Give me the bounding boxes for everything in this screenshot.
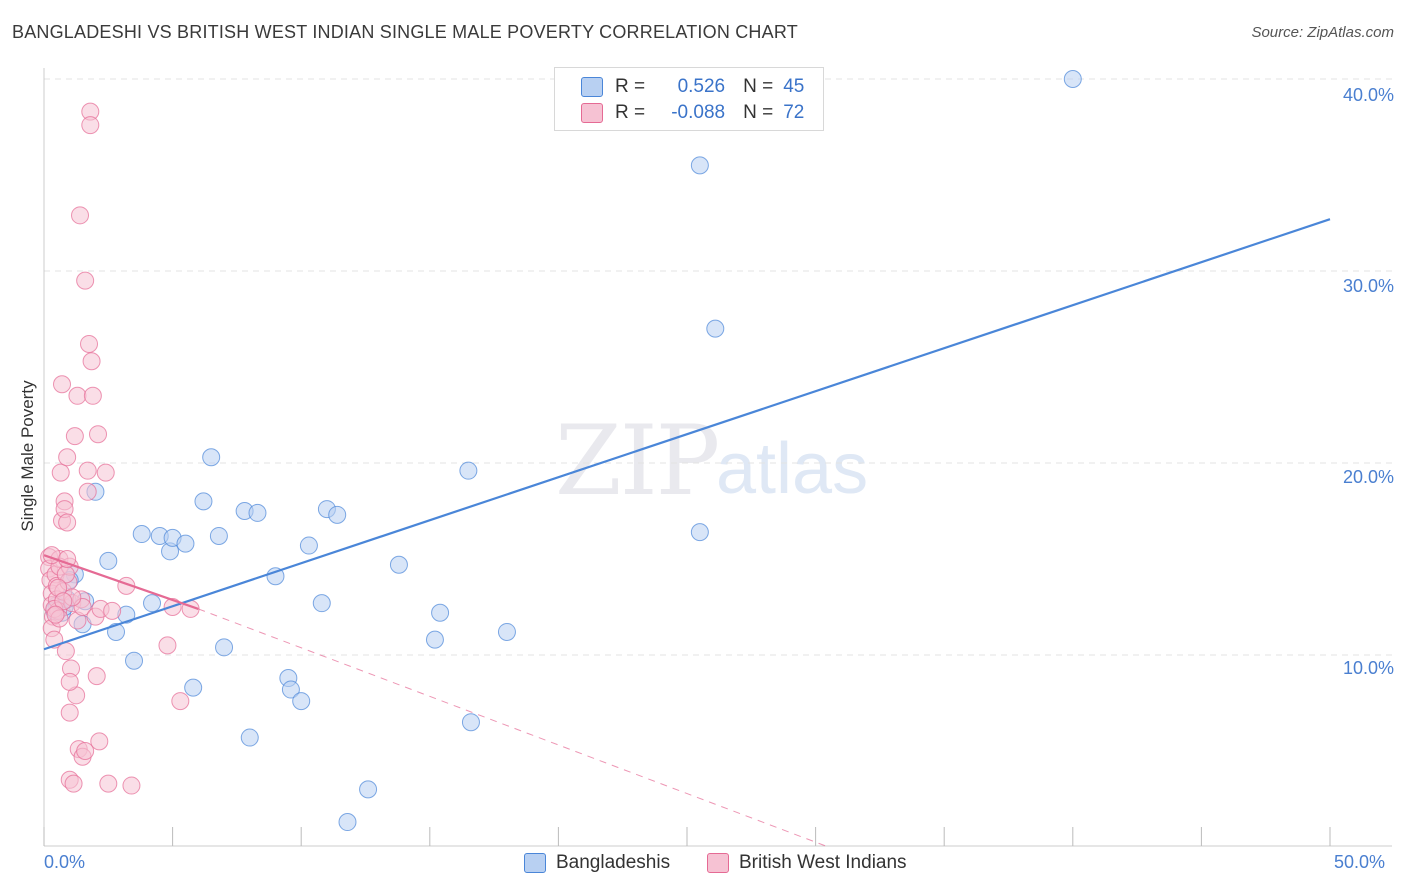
bottom-legend-british-west-indians: British West Indians xyxy=(707,852,907,874)
bangladeshi-point-10 xyxy=(99,551,118,570)
bangladeshi-point-39 xyxy=(425,630,444,649)
legend-row-british-west-indians: R = -0.088 N = 72 xyxy=(581,102,804,124)
bwi-point-54 xyxy=(99,774,118,793)
bangladeshi-point-45 xyxy=(690,523,709,542)
legend-r-label: R = xyxy=(615,102,646,123)
bwi-point-50 xyxy=(89,425,108,444)
bangladeshi-point-40 xyxy=(431,603,450,622)
bottom-legend-swatch-pink xyxy=(707,853,729,873)
bangladeshi-point-19 xyxy=(176,534,195,553)
y-axis-label: Single Male Poverty xyxy=(18,380,37,532)
bwi-point-43 xyxy=(80,334,99,353)
bangladeshi-point-24 xyxy=(215,638,234,657)
bwi-point-45 xyxy=(81,116,100,135)
bwi-point-49 xyxy=(87,667,106,686)
bangladeshi-point-15 xyxy=(143,594,162,613)
x-tick-label-max: 50.0% xyxy=(1334,852,1386,872)
bangladeshi-point-28 xyxy=(266,567,285,586)
bangladeshi-point-26 xyxy=(240,728,259,747)
bwi-point-20 xyxy=(56,642,75,661)
x-tick-label-min: 0.0% xyxy=(44,852,86,872)
bwi-point-70 xyxy=(46,605,65,624)
bwi-point-71 xyxy=(58,550,77,568)
bwi-point-55 xyxy=(103,601,122,620)
y-tick-label-30: 30.0% xyxy=(1342,276,1394,296)
bottom-legend-bangladeshis: Bangladeshis xyxy=(524,852,670,874)
bwi-point-35 xyxy=(71,206,90,225)
bwi-point-14 xyxy=(51,463,70,482)
source-label: Source: ZipAtlas.com xyxy=(1251,24,1394,41)
bwi-point-21 xyxy=(58,448,77,467)
correlation-legend: R = 0.526 N = 45 R = -0.088 N = 72 xyxy=(554,67,824,131)
bwi-point-39 xyxy=(76,271,95,290)
bwi-point-60 xyxy=(171,692,190,711)
bangladeshi-point-38 xyxy=(389,555,408,574)
bottom-legend-label-1: Bangladeshis xyxy=(556,852,671,873)
watermark-atlas: atlas xyxy=(716,429,869,509)
bangladeshi-trend-line xyxy=(43,218,1331,651)
bangladeshi-point-27 xyxy=(248,503,267,522)
watermark-zip: ZIP xyxy=(555,405,720,517)
bottom-legend-label-2: British West Indians xyxy=(739,852,907,873)
y-tick-label-40: 40.0% xyxy=(1342,85,1394,105)
bangladeshi-point-21 xyxy=(194,492,213,511)
bangladeshi-point-36 xyxy=(338,813,357,832)
bangladeshi-point-31 xyxy=(292,692,311,711)
bwi-point-69 xyxy=(60,672,79,691)
legend-n-label: N = xyxy=(743,102,774,123)
legend-r-value-1: 0.526 xyxy=(677,76,726,97)
bwi-point-15 xyxy=(53,375,72,394)
bwi-point-47 xyxy=(83,386,102,405)
legend-row-bangladeshis: R = 0.526 N = 45 xyxy=(581,76,804,98)
bottom-legend-swatch-blue xyxy=(524,853,546,873)
bangladeshi-point-33 xyxy=(312,594,331,613)
bangladeshi-point-41 xyxy=(459,461,478,480)
bwi-point-32 xyxy=(68,386,87,405)
legend-r-label: R = xyxy=(615,76,646,97)
bangladeshi-point-14 xyxy=(132,525,151,544)
y-tick-label-10: 10.0% xyxy=(1342,658,1394,678)
bwi-point-25 xyxy=(60,703,79,722)
bangladeshi-point-23 xyxy=(209,526,228,545)
legend-n-value-1: 45 xyxy=(783,76,805,97)
bangladeshi-point-42 xyxy=(461,713,480,732)
bwi-trend-line xyxy=(43,554,199,610)
bwi-point-42 xyxy=(78,482,97,501)
legend-n-value-2: 72 xyxy=(783,102,805,123)
legend-swatch-pink xyxy=(581,103,603,123)
bangladeshi-point-20 xyxy=(184,678,203,697)
legend-r-value-2: -0.088 xyxy=(671,102,726,123)
bwi-point-30 xyxy=(65,427,84,446)
bangladeshi-point-44 xyxy=(690,156,709,175)
bangladeshi-point-13 xyxy=(125,651,144,670)
bwi-point-58 xyxy=(158,636,177,655)
bwi-point-57 xyxy=(122,776,141,795)
bangladeshi-point-30 xyxy=(281,680,300,699)
chart-title: BANGLADESHI VS BRITISH WEST INDIAN SINGL… xyxy=(12,22,798,42)
bwi-point-51 xyxy=(90,732,109,751)
bangladeshi-point-47 xyxy=(1063,70,1082,88)
bwi-trend-line-extension xyxy=(198,608,829,848)
bwi-point-53 xyxy=(96,463,115,482)
bangladeshi-point-22 xyxy=(202,448,221,467)
bwi-point-29 xyxy=(64,774,83,793)
legend-swatch-blue xyxy=(581,77,603,97)
bangladeshi-point-37 xyxy=(359,780,378,799)
bangladeshi-point-43 xyxy=(497,622,516,641)
bwi-point-41 xyxy=(78,461,97,480)
y-tick-label-20: 20.0% xyxy=(1342,467,1394,487)
legend-n-label: N = xyxy=(743,76,774,97)
bwi-point-22 xyxy=(58,513,77,532)
bangladeshi-point-32 xyxy=(299,536,318,555)
bwi-point-46 xyxy=(82,352,101,371)
bangladeshi-point-35 xyxy=(328,505,347,524)
bwi-point-40 xyxy=(76,742,95,760)
bangladeshi-point-46 xyxy=(706,319,725,338)
bwi-point-68 xyxy=(54,592,73,611)
